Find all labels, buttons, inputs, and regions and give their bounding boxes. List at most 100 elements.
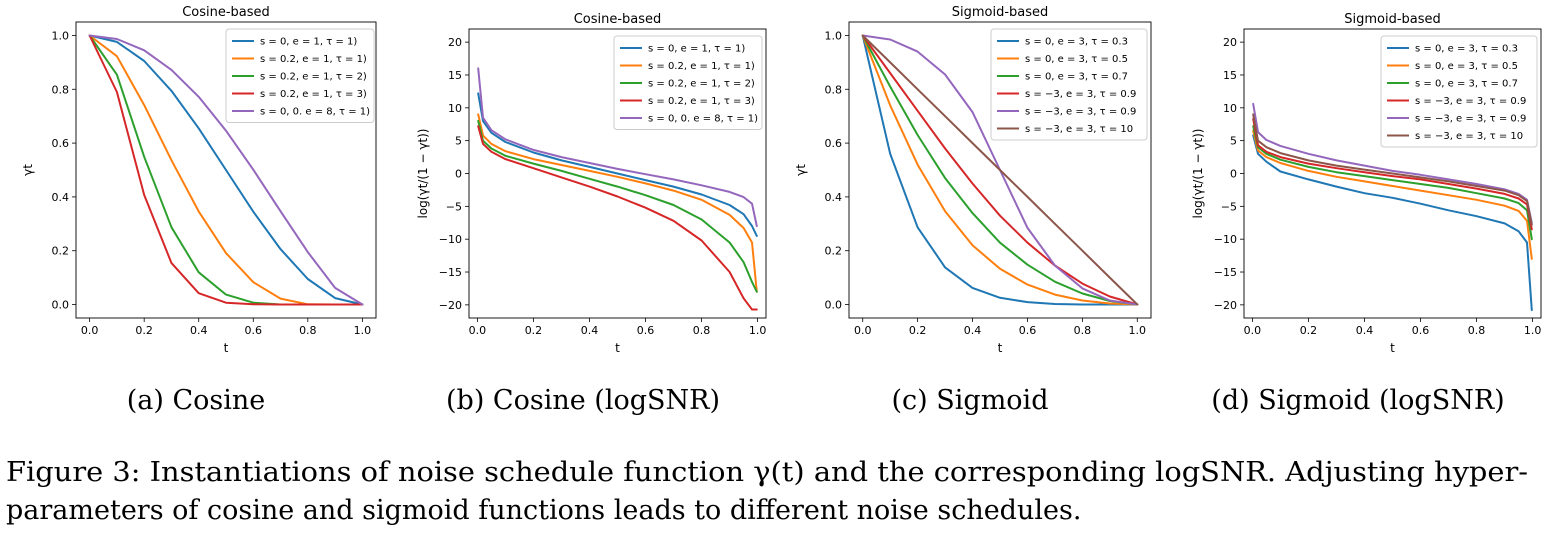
y-tick-label: −5 <box>1221 200 1237 213</box>
legend-label: s = 0, e = 3, τ = 0.3 <box>1415 44 1518 55</box>
y-tick-label: 0.0 <box>825 299 843 312</box>
x-axis-label: t <box>1390 341 1395 355</box>
x-tick-label: 0.0 <box>854 324 872 337</box>
legend-label: s = 0.2, e = 1, τ = 1) <box>260 54 367 65</box>
x-tick-label: 0.8 <box>1468 324 1486 337</box>
chart-panel-3: Sigmoid-based 0.0 0.2 0.4 0.6 0.8 1.0 0.0 0.2 0.4… <box>794 5 1152 355</box>
y-tick-label: 15 <box>1223 69 1237 82</box>
legend-label: s = −3, e = 3, τ = 0.9 <box>1025 89 1136 100</box>
legend-label: s = −3, e = 3, τ = 0.9 <box>1025 107 1136 118</box>
series-line <box>1252 113 1533 226</box>
captions: (a) Cosine (b) Cosine (logSNR) (c) Sigmo… <box>6 385 1528 526</box>
legend-label: s = 0.2, e = 1, τ = 3) <box>648 96 755 107</box>
legend-label: s = 0, e = 3, τ = 0.5 <box>1025 54 1128 65</box>
x-tick-label: 0.0 <box>1244 324 1262 337</box>
y-tick-label: 1.0 <box>52 29 70 42</box>
x-tick-label: 0.0 <box>469 324 487 337</box>
y-tick-label: 1.0 <box>825 29 843 42</box>
y-tick-label: −15 <box>439 266 462 279</box>
y-tick-label: −15 <box>1214 266 1237 279</box>
y-tick-label: 10 <box>448 102 462 115</box>
y-tick-label: −10 <box>1214 233 1237 246</box>
series-group <box>1252 102 1533 312</box>
y-tick-label: 10 <box>1223 102 1237 115</box>
y-tick-label: 0.0 <box>52 299 70 312</box>
legend-label: s = 0, 0. e = 8, τ = 1) <box>648 114 758 125</box>
x-tick-label: 1.0 <box>749 324 767 337</box>
x-axis-label: t <box>998 341 1003 355</box>
x-tick-label: 0.8 <box>299 324 317 337</box>
legend-label: s = −3, e = 3, τ = 10 <box>1025 124 1133 135</box>
series-line <box>861 34 1139 306</box>
series-line <box>861 34 1139 306</box>
x-tick-label: 0.2 <box>909 324 927 337</box>
y-tick-label: 0 <box>1230 168 1237 181</box>
series-line <box>1252 125 1533 241</box>
x-tick-label: 0.8 <box>1074 324 1092 337</box>
series-line <box>477 67 758 227</box>
series-line <box>861 34 1139 306</box>
series-line <box>477 125 758 311</box>
legend-label: s = 0, e = 3, τ = 0.5 <box>1415 61 1518 72</box>
y-tick-label: 0.6 <box>825 137 843 150</box>
series-group <box>88 34 364 306</box>
chart-title: Cosine-based <box>574 12 662 27</box>
x-tick-label: 0.0 <box>81 324 99 337</box>
y-tick-label: 20 <box>448 36 462 49</box>
chart-panels: Cosine-based 0.0 0.2 0.4 0.6 0.8 1.0 0.0 0.2 0.4 0… <box>21 5 1542 355</box>
legend-label: s = 0.2, e = 1, τ = 2) <box>648 79 755 90</box>
plot-frame <box>75 21 377 319</box>
series-line <box>861 34 1139 306</box>
x-tick-label: 0.6 <box>245 324 263 337</box>
legend-box <box>1380 35 1538 148</box>
series-line <box>88 34 364 306</box>
chart-panel-2: Cosine-based 0.0 0.2 0.4 0.6 0.8 1.0 20 15 10 5 0 −5… <box>416 12 767 355</box>
x-tick-label: 1.0 <box>1129 324 1147 337</box>
subcaption-d: (d) Sigmoid (logSNR) <box>1211 385 1504 416</box>
chart-title: Cosine-based <box>182 5 270 20</box>
y-tick-label: 5 <box>455 135 462 148</box>
x-tick-label: 0.8 <box>693 324 711 337</box>
legend-label: s = 0.2, e = 1, τ = 3) <box>260 89 367 100</box>
legend-label: s = 0.2, e = 1, τ = 2) <box>260 72 367 83</box>
y-tick-label: −10 <box>439 233 462 246</box>
x-axis-label: t <box>615 341 620 355</box>
series-group <box>861 34 1139 306</box>
y-tick-label: 0.2 <box>52 245 70 258</box>
x-axis-label: t <box>224 341 229 355</box>
x-tick-label: 0.4 <box>1356 324 1374 337</box>
series-line <box>88 34 364 306</box>
x-tick-label: 0.4 <box>964 324 982 337</box>
figure-caption-line-1: Figure 3: Instantiations of noise schedu… <box>6 457 1528 488</box>
plot-frame <box>848 21 1152 319</box>
plot-frame <box>468 28 767 319</box>
series-line <box>861 34 1139 306</box>
chart-title: Sigmoid-based <box>1344 12 1441 27</box>
x-tick-label: 0.2 <box>525 324 543 337</box>
y-tick-label: 15 <box>448 69 462 82</box>
chart-title: Sigmoid-based <box>952 5 1049 20</box>
y-tick-label: 0.4 <box>52 191 70 204</box>
y-tick-label: −5 <box>446 200 462 213</box>
figure-caption-line-2: parameters of cosine and sigmoid functio… <box>6 495 1081 526</box>
legend-label: s = −3, e = 3, τ = 0.9 <box>1415 114 1526 125</box>
legend-label: s = 0, e = 1, τ = 1) <box>260 37 357 48</box>
y-tick-label: −20 <box>1214 299 1237 312</box>
x-tick-label: 0.2 <box>135 324 153 337</box>
series-line <box>88 34 364 306</box>
subcaption-c: (c) Sigmoid <box>892 385 1049 416</box>
x-tick-label: 0.6 <box>637 324 655 337</box>
series-line <box>1252 134 1533 312</box>
x-tick-label: 0.4 <box>190 324 208 337</box>
series-line <box>477 120 758 293</box>
series-line <box>477 92 758 237</box>
x-tick-label: 0.6 <box>1412 324 1430 337</box>
x-tick-label: 0.2 <box>1300 324 1318 337</box>
legend-box <box>613 35 763 130</box>
x-tick-label: 1.0 <box>1524 324 1542 337</box>
y-tick-label: 0 <box>455 168 462 181</box>
y-tick-label: 0.8 <box>825 83 843 96</box>
subcaption-a: (a) Cosine <box>127 385 266 416</box>
series-line <box>1252 118 1533 231</box>
